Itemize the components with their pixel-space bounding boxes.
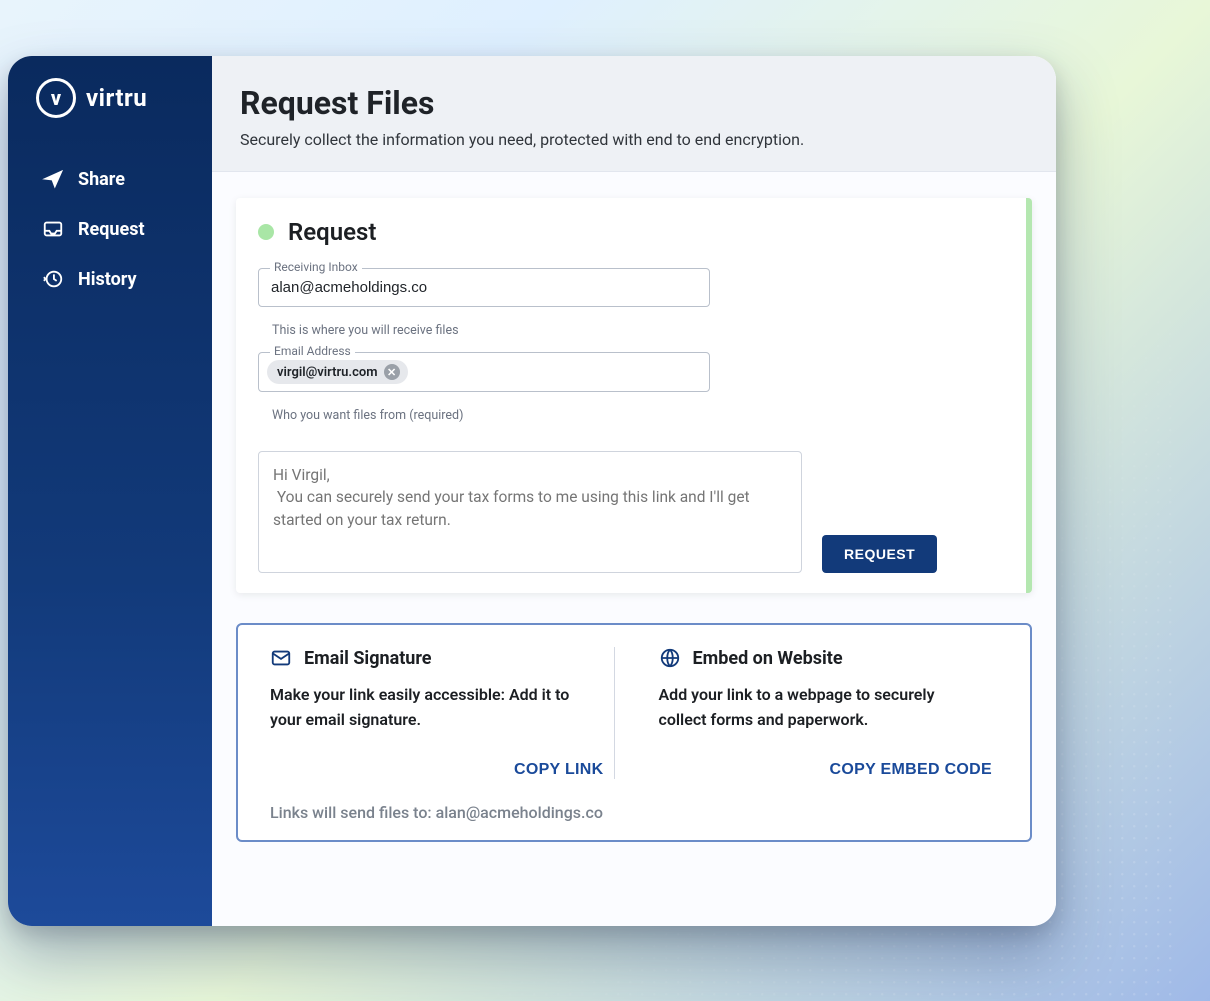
inbox-icon	[42, 218, 64, 240]
receiving-inbox-label: Receiving Inbox	[270, 260, 362, 274]
link-footer-text: Links will send files to: alan@acmeholdi…	[266, 803, 1002, 822]
receiving-inbox-helper: This is where you will receive files	[258, 317, 1004, 352]
page-header: Request Files Securely collect the infor…	[212, 56, 1056, 172]
request-form-card: Request Receiving Inbox This is where yo…	[236, 198, 1032, 593]
email-signature-title: Email Signature	[304, 648, 432, 669]
sidebar-item-label: Share	[78, 169, 125, 190]
email-address-label: Email Address	[270, 344, 355, 358]
email-chip: virgil@virtru.com ✕	[267, 360, 408, 384]
app-window: v virtru Share Request History	[8, 56, 1056, 926]
brand-name: virtru	[86, 84, 147, 112]
mail-icon	[270, 647, 292, 669]
sidebar-item-history[interactable]: History	[8, 256, 212, 302]
embed-website-title: Embed on Website	[693, 648, 843, 669]
brand-mark-icon: v	[36, 78, 76, 118]
email-address-group: Email Address virgil@virtru.com ✕	[258, 352, 710, 392]
copy-embed-code-button[interactable]: COPY EMBED CODE	[830, 761, 992, 779]
content-area: Request Receiving Inbox This is where yo…	[212, 172, 1056, 926]
link-options-card: Email Signature Make your link easily ac…	[236, 623, 1032, 842]
copy-link-button[interactable]: COPY LINK	[514, 761, 604, 779]
sidebar-item-label: Request	[78, 219, 145, 240]
send-icon	[42, 168, 64, 190]
email-chip-text: virgil@virtru.com	[277, 365, 378, 380]
sidebar-nav: Share Request History	[8, 146, 212, 302]
remove-chip-icon[interactable]: ✕	[384, 364, 400, 380]
globe-icon	[659, 647, 681, 669]
page-title: Request Files	[240, 84, 1028, 122]
email-signature-desc: Make your link easily accessible: Add it…	[270, 683, 570, 733]
sidebar-item-request[interactable]: Request	[8, 206, 212, 252]
history-icon	[42, 268, 64, 290]
status-dot-icon	[258, 224, 274, 240]
email-signature-column: Email Signature Make your link easily ac…	[266, 647, 614, 779]
submit-request-button[interactable]: REQUEST	[822, 535, 937, 573]
page-subtitle: Securely collect the information you nee…	[240, 130, 1028, 149]
main-area: Request Files Securely collect the infor…	[212, 56, 1056, 926]
receiving-inbox-group: Receiving Inbox	[258, 268, 710, 307]
email-address-helper: Who you want files from (required)	[258, 402, 1004, 437]
message-textarea[interactable]	[258, 451, 802, 573]
embed-website-desc: Add your link to a webpage to securely c…	[659, 683, 959, 733]
brand-logo: v virtru	[8, 78, 212, 146]
embed-website-column: Embed on Website Add your link to a webp…	[614, 647, 1003, 779]
sidebar: v virtru Share Request History	[8, 56, 212, 926]
sidebar-item-share[interactable]: Share	[8, 156, 212, 202]
request-card-title: Request	[288, 218, 376, 246]
email-address-input[interactable]: virgil@virtru.com ✕	[258, 352, 710, 392]
sidebar-item-label: History	[78, 269, 137, 290]
